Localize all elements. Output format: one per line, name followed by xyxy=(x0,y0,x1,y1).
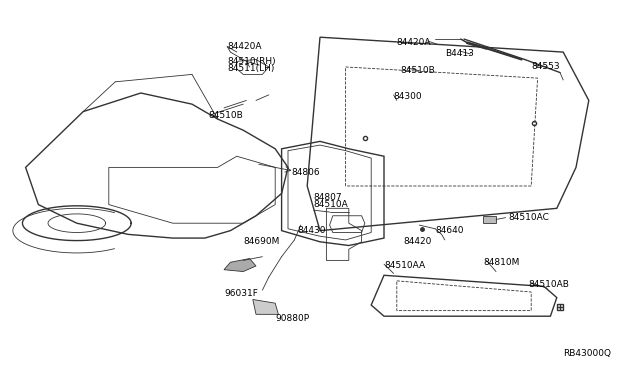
Text: 84300: 84300 xyxy=(394,92,422,101)
Text: 96031F: 96031F xyxy=(224,289,258,298)
Text: 84420A: 84420A xyxy=(227,42,262,51)
Text: 84511(LH): 84511(LH) xyxy=(227,64,275,73)
Polygon shape xyxy=(253,299,278,314)
Text: 84640: 84640 xyxy=(435,226,464,235)
Text: 84510(RH): 84510(RH) xyxy=(227,57,276,66)
Text: B4413: B4413 xyxy=(445,49,474,58)
Text: 84553: 84553 xyxy=(531,62,560,71)
Text: 84510B: 84510B xyxy=(400,66,435,75)
Text: 84420A: 84420A xyxy=(397,38,431,47)
Text: 84510AC: 84510AC xyxy=(509,213,550,222)
Text: 84420: 84420 xyxy=(403,237,431,246)
Text: 84807: 84807 xyxy=(314,193,342,202)
Text: 84810M: 84810M xyxy=(483,258,520,267)
Text: RB43000Q: RB43000Q xyxy=(563,349,611,358)
Polygon shape xyxy=(224,259,256,272)
Text: 84510AA: 84510AA xyxy=(384,262,425,270)
Text: 84510A: 84510A xyxy=(314,200,348,209)
Text: 84806: 84806 xyxy=(291,169,320,177)
Text: 90880P: 90880P xyxy=(275,314,309,323)
Text: 84510AB: 84510AB xyxy=(528,280,569,289)
Text: 84510B: 84510B xyxy=(208,111,243,120)
Polygon shape xyxy=(483,216,496,223)
Text: 84430: 84430 xyxy=(298,226,326,235)
Text: 84690M: 84690M xyxy=(243,237,280,246)
